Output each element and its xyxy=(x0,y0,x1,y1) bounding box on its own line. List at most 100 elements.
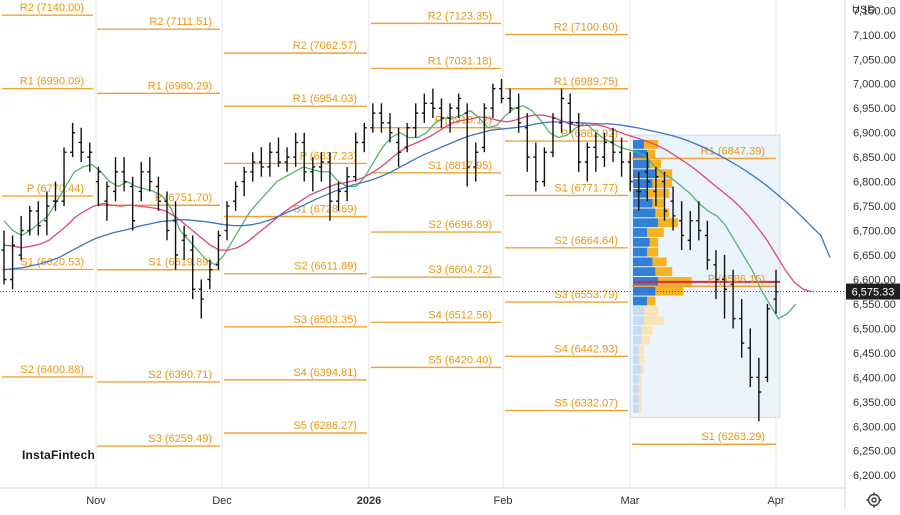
month-label: Apr xyxy=(767,495,784,507)
pivot-label: S4 (6442.93) xyxy=(554,343,618,355)
pivot-label: S5 (6420.40) xyxy=(428,354,492,366)
price-bar xyxy=(490,83,496,118)
profile-bar-orange xyxy=(638,345,645,355)
currency-selector[interactable]: USD xyxy=(852,4,875,16)
price-bar xyxy=(704,220,710,270)
profile-bar-blue xyxy=(633,384,639,394)
moving-average-line xyxy=(3,114,813,293)
price-bar xyxy=(644,152,650,202)
pivot-label: P (6751.70) xyxy=(155,192,212,204)
pivot-label: S1 (6728.69) xyxy=(293,204,357,216)
price-bar xyxy=(130,176,136,231)
price-bar xyxy=(679,201,685,251)
price-bar xyxy=(387,113,393,143)
y-tick-label: 6,350.00 xyxy=(853,397,896,409)
profile-bar-orange xyxy=(652,179,673,188)
profile-bar-blue xyxy=(633,237,650,247)
price-bar xyxy=(756,357,762,422)
y-tick-label: 6,450.00 xyxy=(853,348,896,360)
price-bar xyxy=(438,98,444,128)
profile-bar-orange xyxy=(641,365,645,374)
y-tick-label: 6,600.00 xyxy=(853,274,896,286)
price-bar xyxy=(250,152,256,182)
profile-bar-orange xyxy=(644,316,664,325)
pivot-label: S2 (6696.89) xyxy=(428,219,492,231)
profile-bar-orange xyxy=(647,188,670,198)
price-bar xyxy=(533,142,539,192)
price-bar xyxy=(318,152,324,182)
profile-bar-blue xyxy=(633,228,647,237)
price-bar xyxy=(464,103,470,187)
profile-bar-orange xyxy=(647,296,656,306)
price-bar xyxy=(430,88,436,118)
price-bar xyxy=(687,210,693,251)
pivot-label: S3 (6604.72) xyxy=(428,264,492,276)
price-bar xyxy=(27,206,33,236)
profile-bar-blue xyxy=(633,325,642,335)
y-tick-label: 6,950.00 xyxy=(853,103,896,115)
price-bar xyxy=(190,235,196,300)
price-bar xyxy=(576,113,582,172)
price-bar xyxy=(44,191,50,236)
profile-bar-orange xyxy=(655,208,670,218)
y-tick-label: 6,500.00 xyxy=(853,323,896,335)
price-bar xyxy=(155,176,161,211)
pivot-label: S1 (6619.89) xyxy=(148,257,212,269)
month-label: Feb xyxy=(494,495,513,507)
profile-bar-orange xyxy=(644,306,659,316)
price-bar xyxy=(275,137,281,167)
current-price-label: 6,575.33 xyxy=(852,287,895,299)
price-bar xyxy=(10,235,16,290)
logo: InstaFintech xyxy=(16,434,96,474)
price-axis: 6,575.33 7,150.00 7,100.00 7,050.00 7,000.00… xyxy=(846,5,900,482)
profile-range-border xyxy=(629,134,781,418)
profile-bar-blue xyxy=(633,159,650,169)
y-tick-label: 6,700.00 xyxy=(853,226,896,238)
y-tick-label: 7,150.00 xyxy=(853,5,896,17)
price-bar xyxy=(653,166,659,207)
price-bar xyxy=(344,166,350,202)
pivot-label: S2 (6611.89) xyxy=(294,261,357,273)
price-bar xyxy=(224,201,230,241)
profile-bar-orange xyxy=(638,404,642,414)
price-bar xyxy=(121,157,127,192)
price-bar xyxy=(396,127,402,167)
price-bar xyxy=(764,303,770,383)
price-bar xyxy=(35,201,41,236)
price-bar xyxy=(610,127,616,163)
pivot-label: R2 (7062.57) xyxy=(293,40,357,52)
pivot-label: S2 (6664.64) xyxy=(554,235,618,247)
price-bar xyxy=(593,132,599,172)
time-axis: Nov Dec 2026 Feb Mar Apr xyxy=(86,495,785,507)
price-bar xyxy=(95,166,101,207)
profile-bar-blue xyxy=(633,374,639,384)
price-bar xyxy=(198,279,204,319)
logo-text: InstaFintech xyxy=(22,448,96,462)
price-bar xyxy=(173,201,179,270)
y-tick-label: 7,100.00 xyxy=(853,30,896,42)
currency-label: USD xyxy=(852,4,876,16)
profile-bar-blue xyxy=(633,188,647,198)
price-bar xyxy=(739,299,745,358)
profile-bar-blue xyxy=(633,179,653,188)
price-bar xyxy=(61,147,67,207)
profile-bar-blue xyxy=(633,208,656,218)
settings-button[interactable] xyxy=(866,492,882,508)
price-bar xyxy=(70,122,76,158)
pivot-label: R1 (7031.18) xyxy=(428,55,492,67)
profile-bar-orange xyxy=(649,159,661,169)
y-tick-label: 7,000.00 xyxy=(853,79,896,91)
profile-bar-blue xyxy=(633,198,653,208)
price-bar xyxy=(584,142,590,182)
pivot-label: R2 (7111.51) xyxy=(149,16,212,28)
price-bar xyxy=(627,152,633,192)
price-bar xyxy=(215,230,221,270)
price-bar xyxy=(559,88,565,133)
price-bar xyxy=(361,122,367,153)
pivot-label: S5 (6332.07) xyxy=(554,398,618,410)
price-bars xyxy=(1,78,779,422)
price-bar xyxy=(456,93,462,118)
pivot-label: R1 (6989.75) xyxy=(554,76,618,88)
profile-bar-blue xyxy=(633,355,639,365)
